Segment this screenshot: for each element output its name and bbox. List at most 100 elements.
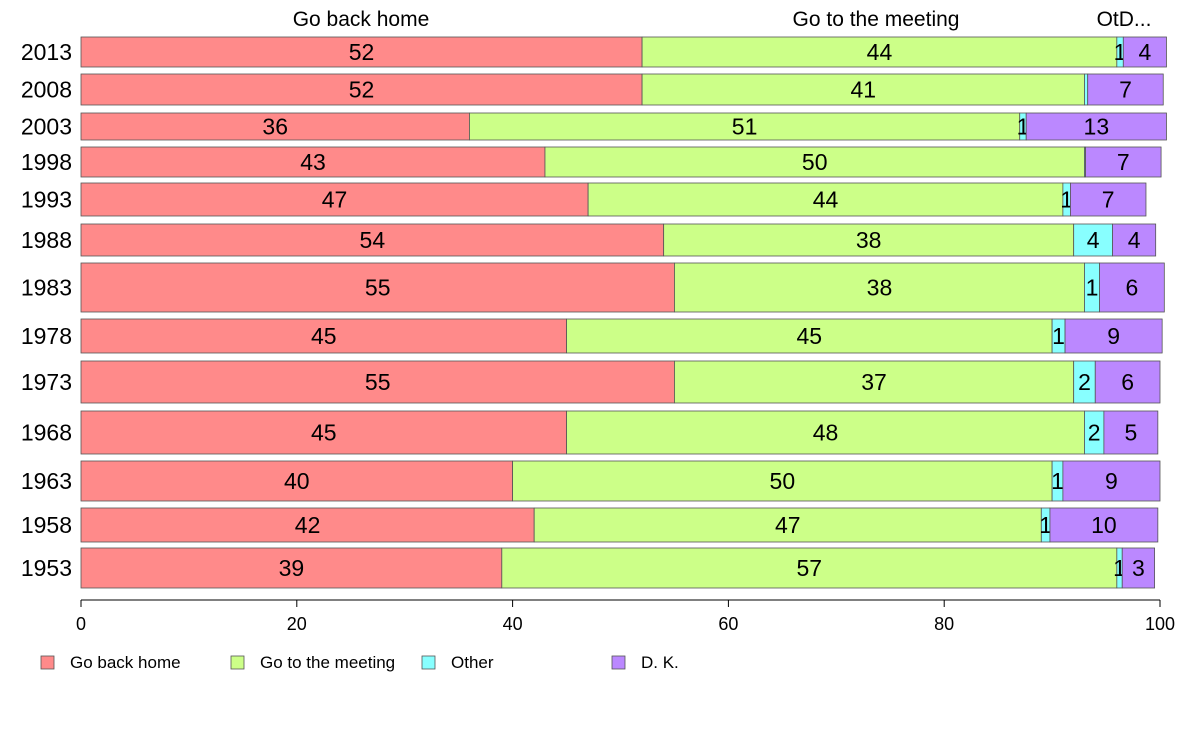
bar-segment-d-k-1973 (1094, 360, 1161, 404)
data-label-d-k-1988: 4 (1128, 227, 1141, 253)
category-label-1973: 1973 (21, 369, 72, 395)
data-label-go-to-the-meeting-1978: 45 (797, 323, 823, 349)
bar-row-1978: 45 45 1 9 (80, 318, 1163, 354)
category-label-1978: 1978 (21, 323, 72, 349)
legend-label-other: Other (451, 653, 494, 672)
data-label-other-1993: 1 (1060, 187, 1073, 213)
data-label-go-to-the-meeting-2003: 51 (732, 114, 758, 140)
data-label-d-k-1968: 5 (1124, 420, 1137, 446)
bar-row-1993: 47 44 1 7 (80, 182, 1147, 217)
bar-row-2013: 52 44 1 4 (80, 36, 1167, 68)
data-label-go-back-home-2003: 36 (262, 114, 288, 140)
bar-segment-d-k-1993 (1070, 182, 1147, 217)
data-label-d-k-1993: 7 (1102, 187, 1115, 213)
bar-segment-d-k-1998 (1085, 146, 1162, 178)
data-label-go-to-the-meeting-2013: 44 (867, 39, 893, 65)
bar-row-1968: 45 48 2 5 (80, 410, 1159, 455)
column-header-go-to-the-meeting: Go to the meeting (793, 8, 960, 31)
data-label-other-1983: 1 (1086, 275, 1099, 301)
data-label-d-k-1958: 10 (1091, 512, 1117, 538)
data-label-go-to-the-meeting-1998: 50 (802, 149, 828, 175)
bar-segment-go-to-the-meeting-2013 (641, 36, 1118, 68)
x-tick-label-0: 0 (76, 614, 86, 634)
bar-segment-go-to-the-meeting-1988 (663, 223, 1075, 257)
data-label-other-1963: 1 (1051, 468, 1064, 494)
bar-segment-go-back-home-1973 (80, 360, 675, 404)
bar-segment-go-to-the-meeting-1963 (512, 460, 1053, 502)
data-label-d-k-1978: 9 (1107, 323, 1120, 349)
bar-segment-go-to-the-meeting-1998 (544, 146, 1085, 178)
data-label-go-to-the-meeting-1968: 48 (813, 420, 839, 446)
bar-segment-d-k-1953 (1121, 547, 1156, 589)
legend-label-go-back-home: Go back home (70, 653, 181, 672)
data-label-d-k-1953: 3 (1132, 555, 1145, 581)
legend-item-go-back-home: Go back home (40, 653, 181, 672)
bar-segment-go-back-home-1983 (80, 262, 675, 313)
bar-row-2003: 36 51 1 13 (80, 112, 1167, 141)
legend-item-go-to-the-meeting: Go to the meeting (230, 653, 395, 672)
data-label-go-back-home-1993: 47 (322, 187, 348, 213)
data-label-go-to-the-meeting-1953: 57 (797, 555, 823, 581)
data-label-d-k-2013: 4 (1138, 39, 1151, 65)
bar-segment-go-back-home-2013 (80, 36, 643, 68)
category-label-1953: 1953 (21, 555, 72, 581)
bar-segment-go-to-the-meeting-1968 (566, 410, 1085, 455)
bar-segment-go-back-home-1953 (80, 547, 503, 589)
data-label-go-back-home-1983: 55 (365, 275, 391, 301)
legend-item-d-k: D. K. (611, 653, 679, 672)
data-label-go-back-home-1988: 54 (360, 227, 386, 253)
data-label-d-k-2008: 7 (1119, 77, 1132, 103)
bar-segment-go-back-home-1998 (80, 146, 546, 178)
category-label-1983: 1983 (21, 275, 72, 301)
legend-swatch-go-to-the-meeting (230, 655, 245, 670)
legend-swatch-d-k (611, 655, 626, 670)
bar-segment-go-to-the-meeting-1978 (566, 318, 1053, 354)
bar-row-2008: 52 41 7 (80, 73, 1164, 106)
column-header-go-back-home: Go back home (293, 8, 430, 31)
bar-row-1983: 55 38 1 6 (80, 262, 1165, 313)
category-label-1968: 1968 (21, 420, 72, 446)
data-label-go-back-home-1958: 42 (295, 512, 321, 538)
legend-label-go-to-the-meeting: Go to the meeting (260, 653, 395, 672)
data-label-d-k-1983: 6 (1126, 275, 1139, 301)
data-label-other-1973: 2 (1078, 369, 1091, 395)
bar-row-1998: 43 50 7 (80, 146, 1162, 178)
bar-segment-go-back-home-1988 (80, 223, 665, 257)
data-label-go-back-home-2013: 52 (349, 39, 375, 65)
data-label-go-back-home-2008: 52 (349, 77, 375, 103)
data-label-d-k-2003: 13 (1084, 114, 1110, 140)
bar-segment-d-k-2008 (1087, 73, 1164, 106)
data-label-go-to-the-meeting-1993: 44 (813, 187, 839, 213)
category-label-2003: 2003 (21, 114, 72, 140)
category-label-2013: 2013 (21, 39, 72, 65)
x-tick-label-20: 20 (287, 614, 307, 634)
data-label-go-back-home-1968: 45 (311, 420, 337, 446)
bar-row-1958: 42 47 1 10 (80, 507, 1159, 543)
data-label-go-to-the-meeting-1973: 37 (861, 369, 887, 395)
data-label-d-k-1998: 7 (1117, 149, 1130, 175)
data-label-other-1978: 1 (1052, 323, 1065, 349)
bar-row-1953: 39 57 1 3 (80, 547, 1156, 589)
data-label-go-back-home-1953: 39 (279, 555, 305, 581)
legend-swatch-go-back-home (40, 655, 55, 670)
category-label-1988: 1988 (21, 227, 72, 253)
column-headers: Go back home Go to the meeting OtD... (293, 8, 1152, 31)
category-label-1998: 1998 (21, 149, 72, 175)
column-header-otd: OtD... (1097, 8, 1152, 31)
bar-segment-d-k-1963 (1062, 460, 1161, 502)
x-tick-label-60: 60 (718, 614, 738, 634)
bar-segment-d-k-1988 (1112, 223, 1157, 257)
legend-label-d-k: D. K. (641, 653, 679, 672)
category-label-1993: 1993 (21, 187, 72, 213)
data-label-go-to-the-meeting-2008: 41 (850, 77, 876, 103)
bar-segment-other-2008 (1084, 73, 1089, 106)
bar-row-1988: 54 38 4 4 (80, 223, 1157, 257)
bar-segment-go-back-home-1993 (80, 182, 589, 217)
data-label-go-back-home-1963: 40 (284, 468, 310, 494)
data-label-d-k-1973: 6 (1121, 369, 1134, 395)
x-axis: 0 20 40 60 80 100 (76, 599, 1175, 634)
bar-segment-go-back-home-1958 (80, 507, 535, 543)
bar-segment-go-back-home-2008 (80, 73, 643, 106)
data-label-go-to-the-meeting-1988: 38 (856, 227, 882, 253)
bar-segment-go-to-the-meeting-1983 (674, 262, 1085, 313)
